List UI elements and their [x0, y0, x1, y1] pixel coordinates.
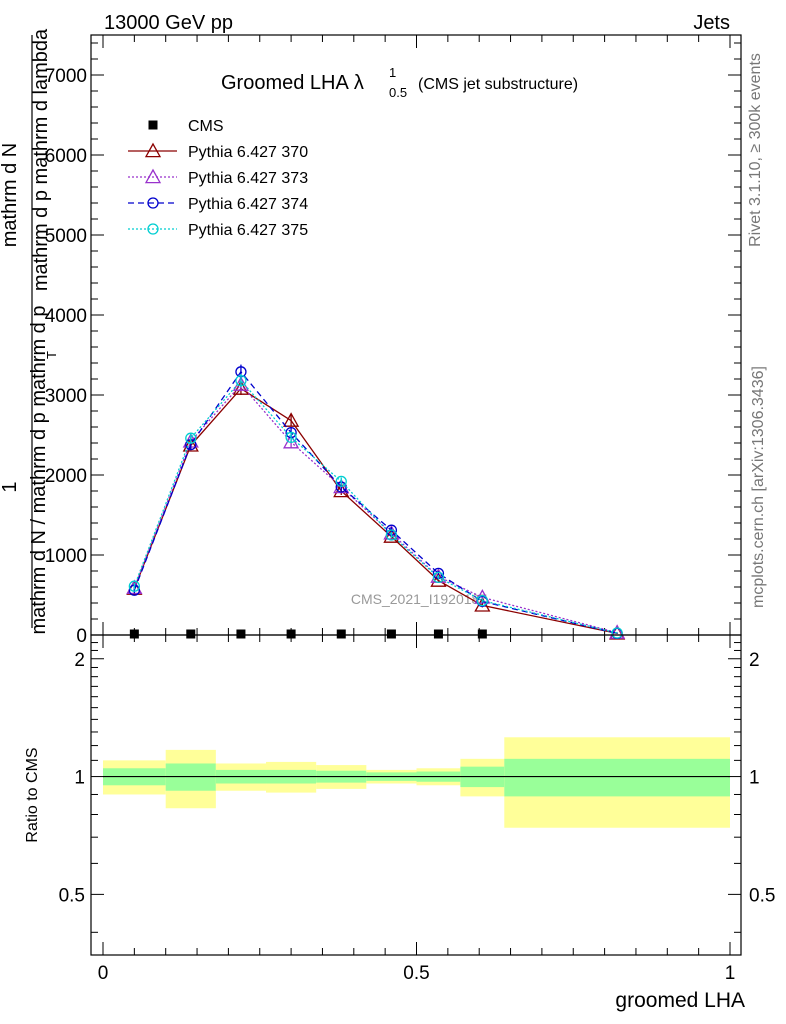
data-point — [385, 529, 398, 541]
energy-label: 13000 GeV pp — [104, 12, 233, 34]
legend-item: CMS — [148, 118, 224, 135]
legend-marker — [147, 197, 159, 209]
legend-item: Pythia 6.427 373 — [128, 168, 308, 187]
title-main: Groomed LHA λ — [221, 72, 364, 94]
data-point — [186, 629, 196, 639]
legend-marker — [144, 168, 162, 184]
legend-marker — [147, 223, 159, 235]
legend-label: CMS — [188, 118, 224, 135]
y-tick-label: 4000 — [45, 306, 87, 327]
x-tick-label: 1 — [725, 963, 736, 984]
series-0 — [129, 629, 487, 639]
y-tick-label: 2000 — [45, 466, 87, 487]
ylabel-numerator: 1 — [0, 481, 21, 492]
ratio-frame — [90, 634, 742, 956]
data-point — [433, 629, 443, 639]
data-point — [386, 629, 396, 639]
x-tick-label: 0 — [98, 963, 109, 984]
series-group — [126, 364, 626, 640]
ratio-tick-label: 0.5 — [59, 885, 85, 906]
data-point — [477, 629, 487, 639]
series-4 — [128, 374, 623, 639]
chart-title: Groomed LHA λ 1 0.5 (CMS jet substructure… — [221, 65, 578, 100]
series-line — [133, 370, 618, 635]
legend-label: Pythia 6.427 374 — [188, 196, 308, 213]
main-panel: 0 1000 2000 3000 4000 5000 6000 7000 CMS_2021_I… — [0, 28, 742, 647]
title-subscript: 0.5 — [389, 85, 407, 100]
y-tick-label: 6000 — [45, 146, 87, 167]
data-point — [432, 571, 445, 584]
ratio-tick-label: 1 — [74, 768, 85, 789]
data-point — [236, 629, 246, 639]
y-tick-label: 0 — [76, 626, 87, 647]
legend-marker — [144, 142, 162, 158]
legend-item: Pythia 6.427 375 — [128, 222, 308, 239]
y-tick-label: 5000 — [45, 226, 87, 247]
legend-marker — [148, 120, 158, 130]
data-point — [182, 437, 199, 452]
x-axis: 0 0.5 1 — [98, 635, 736, 984]
y-tick-label: 7000 — [45, 66, 87, 87]
main-y-axis-label: mathrm d N mathrm d p mathrm d lambda 1 … — [0, 28, 59, 635]
data-point — [430, 572, 447, 587]
ylabel-denominator: mathrm d N / mathrm d p mathrm d p — [28, 306, 50, 635]
ratio-y-axis: 0.5 0.5 1 1 2 2 — [59, 642, 775, 933]
legend-label: Pythia 6.427 375 — [188, 222, 308, 239]
inner-band — [504, 758, 730, 797]
data-point — [235, 374, 247, 387]
data-point — [383, 525, 400, 540]
data-point — [128, 580, 141, 592]
legend-label: Pythia 6.427 370 — [188, 144, 308, 161]
legend-item: Pythia 6.427 374 — [128, 196, 308, 213]
data-point — [336, 629, 346, 639]
data-point — [286, 629, 296, 639]
main-y-axis: 0 1000 2000 3000 4000 5000 6000 7000 — [45, 35, 741, 647]
y-tick-label: 3000 — [45, 386, 87, 407]
x-axis-label: groomed LHA — [615, 989, 745, 1012]
data-point — [129, 629, 139, 639]
legend: CMS Pythia 6.427 370 Pythia 6.427 373 Pythi… — [128, 118, 308, 239]
data-point — [611, 627, 623, 639]
ylabel-bottom: mathrm d p mathrm d lambda — [30, 28, 52, 291]
x-tick-label: 0.5 — [403, 963, 429, 984]
y-tick-label: 1000 — [45, 546, 87, 567]
data-point — [476, 594, 488, 607]
legend-label: Pythia 6.427 373 — [188, 170, 308, 187]
ratio-tick-label: 2 — [74, 650, 85, 671]
ratio-tick-label-right: 0.5 — [749, 885, 775, 906]
ratio-y-label: Ratio to CMS — [24, 747, 41, 842]
ratio-tick-label-right: 2 — [749, 650, 760, 671]
title-superscript: 1 — [389, 65, 396, 80]
data-point — [285, 431, 297, 444]
ylabel-top: mathrm d N — [0, 143, 21, 247]
data-point — [335, 475, 347, 488]
data-point — [185, 432, 197, 444]
category-label: Jets — [693, 12, 730, 34]
ylabel-t-subscript: T — [44, 351, 59, 359]
rivet-version-label: Rivet 3.1.10, ≥ 300k events — [747, 53, 764, 247]
ratio-panel: 0.5 0.51 12 2 0 0.5 1 Ratio to CMS — [24, 634, 775, 984]
legend-item: Pythia 6.427 370 — [128, 142, 308, 161]
data-point — [282, 412, 300, 427]
mcplots-label: mcplots.cern.ch [arXiv:1306.3436] — [750, 366, 767, 608]
title-note: (CMS jet substructure) — [418, 76, 578, 93]
ratio-tick-label-right: 1 — [749, 768, 760, 789]
analysis-watermark: CMS_2021_I1920187 — [351, 591, 487, 607]
ratio-bands — [103, 737, 730, 828]
